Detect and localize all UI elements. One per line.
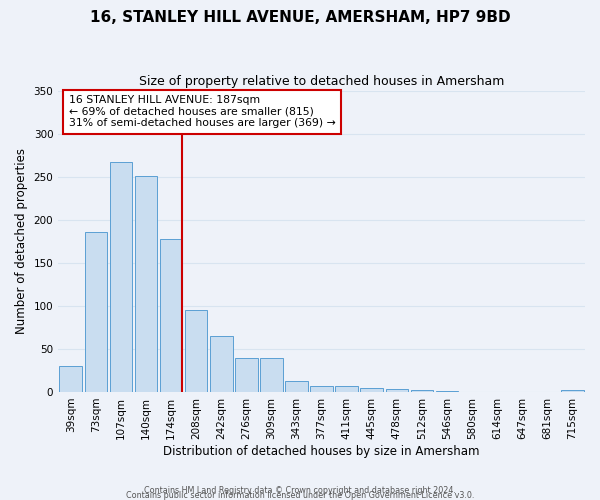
Bar xyxy=(185,310,208,392)
Bar xyxy=(59,366,82,392)
Bar xyxy=(310,386,333,392)
Bar xyxy=(210,336,233,392)
Bar xyxy=(85,232,107,392)
Text: 16 STANLEY HILL AVENUE: 187sqm
← 69% of detached houses are smaller (815)
31% of: 16 STANLEY HILL AVENUE: 187sqm ← 69% of … xyxy=(69,95,335,128)
Bar xyxy=(386,390,408,392)
Y-axis label: Number of detached properties: Number of detached properties xyxy=(15,148,28,334)
Text: Contains HM Land Registry data © Crown copyright and database right 2024.: Contains HM Land Registry data © Crown c… xyxy=(144,486,456,495)
Bar xyxy=(335,386,358,392)
Bar xyxy=(285,381,308,392)
Title: Size of property relative to detached houses in Amersham: Size of property relative to detached ho… xyxy=(139,75,504,88)
Bar xyxy=(235,358,257,392)
Bar xyxy=(260,358,283,392)
X-axis label: Distribution of detached houses by size in Amersham: Distribution of detached houses by size … xyxy=(163,444,480,458)
Text: Contains public sector information licensed under the Open Government Licence v3: Contains public sector information licen… xyxy=(126,491,474,500)
Bar xyxy=(410,390,433,392)
Bar xyxy=(160,238,182,392)
Bar xyxy=(134,176,157,392)
Bar xyxy=(110,162,132,392)
Bar xyxy=(436,391,458,392)
Bar xyxy=(561,390,584,392)
Bar xyxy=(361,388,383,392)
Text: 16, STANLEY HILL AVENUE, AMERSHAM, HP7 9BD: 16, STANLEY HILL AVENUE, AMERSHAM, HP7 9… xyxy=(89,10,511,25)
